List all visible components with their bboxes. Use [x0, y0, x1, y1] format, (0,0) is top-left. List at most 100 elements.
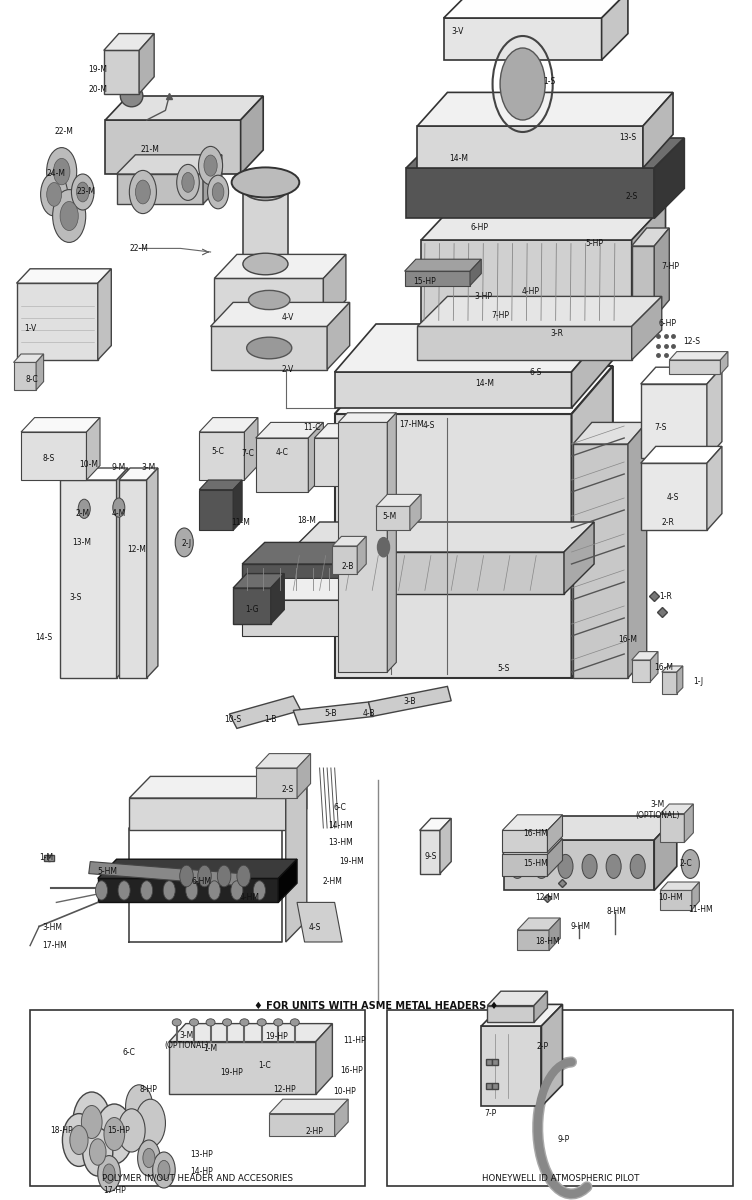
Bar: [119, 480, 147, 678]
Bar: [211, 326, 327, 370]
Text: 1-M: 1-M: [204, 1044, 217, 1054]
Circle shape: [198, 865, 211, 887]
Text: 7-C: 7-C: [241, 449, 255, 458]
Polygon shape: [147, 468, 158, 678]
Bar: [117, 174, 203, 204]
Text: 2-S: 2-S: [626, 192, 638, 202]
Text: 4-B: 4-B: [362, 709, 374, 719]
Polygon shape: [327, 302, 350, 370]
Polygon shape: [119, 468, 158, 480]
Circle shape: [96, 1104, 133, 1164]
Bar: [242, 564, 350, 594]
Polygon shape: [350, 424, 363, 486]
Text: 2-HM: 2-HM: [323, 877, 342, 887]
Polygon shape: [199, 418, 258, 432]
Text: 1-S: 1-S: [543, 77, 555, 86]
Polygon shape: [286, 776, 307, 830]
Text: 13-S: 13-S: [620, 133, 636, 143]
Bar: [98, 878, 278, 902]
Text: 3-S: 3-S: [69, 593, 81, 602]
Bar: [290, 552, 564, 594]
Text: 19-HP: 19-HP: [220, 1068, 243, 1078]
Text: 4-C: 4-C: [275, 448, 289, 457]
Circle shape: [141, 881, 153, 900]
Text: 17-HM: 17-HM: [399, 420, 423, 430]
Polygon shape: [335, 1099, 348, 1136]
Circle shape: [143, 1148, 155, 1168]
Bar: [30, 1010, 365, 1186]
Circle shape: [212, 182, 224, 202]
Polygon shape: [278, 859, 297, 902]
Polygon shape: [602, 0, 628, 60]
Text: 6-C: 6-C: [123, 1048, 136, 1057]
Bar: [105, 120, 241, 174]
Bar: [660, 814, 684, 842]
Bar: [199, 490, 233, 530]
Bar: [335, 414, 572, 678]
Circle shape: [53, 158, 70, 185]
Bar: [632, 246, 654, 318]
Polygon shape: [417, 296, 662, 326]
Bar: [314, 438, 350, 486]
Text: 1-V: 1-V: [24, 324, 36, 334]
Text: 11-HP: 11-HP: [344, 1036, 366, 1045]
Polygon shape: [572, 366, 613, 678]
Text: 6-HP: 6-HP: [658, 319, 676, 329]
Text: 21-M: 21-M: [141, 145, 160, 155]
Bar: [256, 768, 297, 798]
Bar: [269, 1114, 335, 1136]
Circle shape: [104, 1117, 125, 1151]
Polygon shape: [316, 1024, 332, 1094]
Text: 11-C: 11-C: [303, 422, 321, 432]
Polygon shape: [440, 818, 451, 874]
Polygon shape: [271, 574, 284, 624]
Polygon shape: [203, 155, 222, 204]
Text: 12-M: 12-M: [127, 545, 147, 554]
Polygon shape: [549, 918, 560, 950]
Bar: [14, 362, 36, 390]
Circle shape: [89, 1139, 106, 1165]
Polygon shape: [641, 367, 722, 384]
Ellipse shape: [206, 1019, 215, 1026]
Polygon shape: [502, 839, 562, 854]
Bar: [641, 463, 707, 530]
Bar: [406, 168, 654, 218]
Bar: [420, 830, 440, 874]
Circle shape: [606, 854, 621, 878]
Text: 1-M: 1-M: [40, 853, 53, 863]
Text: 4-V: 4-V: [282, 313, 294, 323]
Ellipse shape: [290, 1019, 299, 1026]
Polygon shape: [684, 804, 693, 842]
Polygon shape: [643, 92, 673, 168]
Circle shape: [77, 182, 89, 202]
Text: 2-J: 2-J: [181, 539, 192, 548]
Polygon shape: [211, 302, 350, 326]
Text: 2-P: 2-P: [537, 1042, 549, 1051]
Circle shape: [78, 499, 90, 518]
Polygon shape: [89, 862, 241, 886]
Circle shape: [208, 881, 220, 900]
Bar: [17, 283, 98, 360]
Circle shape: [582, 854, 597, 878]
Polygon shape: [269, 1099, 348, 1114]
Circle shape: [47, 148, 77, 196]
Text: 16-M: 16-M: [654, 662, 674, 672]
Polygon shape: [632, 228, 669, 246]
Polygon shape: [707, 446, 722, 530]
Polygon shape: [368, 686, 451, 716]
Polygon shape: [628, 422, 647, 678]
Bar: [60, 480, 117, 678]
Polygon shape: [677, 666, 683, 694]
Circle shape: [177, 164, 199, 200]
Text: ♦ FOR UNITS WITH ASME METAL HEADERS ♦: ♦ FOR UNITS WITH ASME METAL HEADERS ♦: [254, 1001, 498, 1010]
Circle shape: [175, 528, 193, 557]
Bar: [21, 432, 86, 480]
Bar: [214, 278, 323, 324]
Circle shape: [103, 1164, 115, 1183]
Text: 20-M: 20-M: [88, 85, 108, 95]
Text: 17-HP: 17-HP: [103, 1186, 126, 1195]
Bar: [169, 1042, 316, 1094]
Polygon shape: [286, 776, 307, 942]
Text: 18-HM: 18-HM: [535, 937, 559, 947]
Polygon shape: [654, 816, 677, 890]
